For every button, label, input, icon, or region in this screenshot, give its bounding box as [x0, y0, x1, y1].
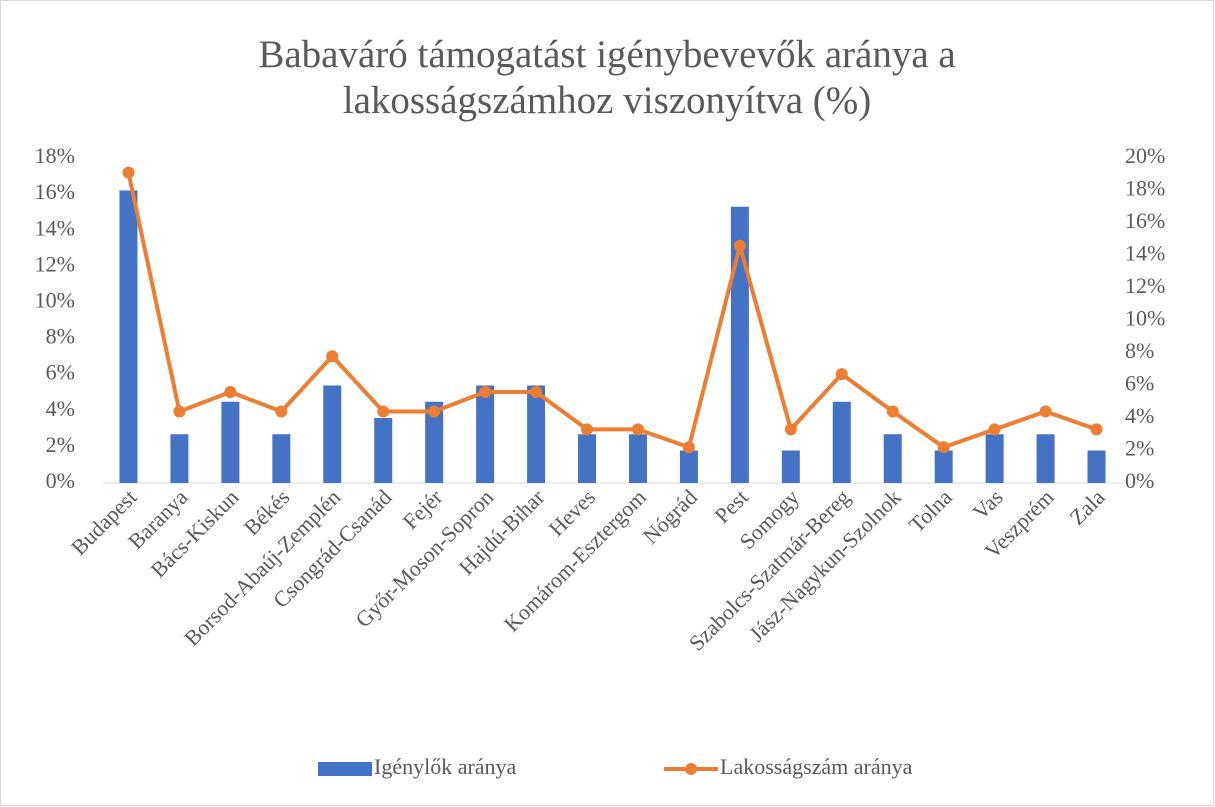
y-tick-label: 4% — [46, 396, 75, 421]
bar — [832, 401, 851, 483]
line-marker — [377, 405, 390, 418]
line-marker — [122, 166, 135, 179]
legend-label: Lakosságszám aránya — [720, 754, 913, 779]
y2-tick-label: 8% — [1125, 338, 1154, 363]
y-tick-label: 18% — [35, 143, 75, 168]
line-marker — [479, 386, 492, 398]
bar — [170, 434, 189, 483]
line-marker — [886, 405, 899, 418]
y2-tick-label: 10% — [1125, 306, 1165, 331]
y-tick-label: 8% — [46, 324, 75, 349]
y-tick-label: 12% — [35, 251, 75, 276]
legend-swatch — [318, 762, 372, 776]
line-marker — [173, 405, 186, 418]
line-marker — [275, 405, 288, 418]
chart-title: lakosságszámhoz viszonyítva (%) — [343, 79, 872, 122]
bar — [272, 434, 291, 483]
bar — [1087, 450, 1106, 483]
line-marker — [937, 441, 950, 454]
line — [126, 172, 1098, 450]
bar — [934, 450, 953, 483]
bar — [781, 450, 800, 483]
line-marker — [428, 405, 441, 418]
bar — [985, 434, 1004, 483]
y2-tick-label: 2% — [1125, 436, 1154, 461]
chart-title: Babaváró támogatást igénybevevők aránya … — [258, 33, 955, 76]
y2-tick-label: 6% — [1125, 371, 1154, 396]
legend-label: Igénylők aránya — [374, 754, 517, 779]
bar — [374, 418, 393, 483]
line-marker — [988, 423, 1001, 436]
line-marker — [326, 350, 339, 363]
line-marker — [581, 423, 594, 436]
line-marker — [1090, 423, 1103, 436]
bar — [578, 434, 597, 483]
y2-tick-label: 12% — [1125, 273, 1165, 298]
line-marker — [224, 386, 237, 398]
line-marker — [530, 386, 543, 398]
y2-tick-label: 16% — [1125, 208, 1165, 233]
y-tick-label: 14% — [35, 215, 75, 240]
bar — [119, 190, 138, 483]
bar — [1036, 434, 1055, 483]
legend-swatch — [685, 763, 697, 775]
y2-tick-label: 14% — [1125, 241, 1165, 266]
y-tick-label: 2% — [46, 432, 75, 457]
bar — [527, 385, 546, 483]
bar — [679, 450, 698, 483]
line-marker — [835, 368, 848, 381]
bar — [730, 206, 749, 483]
bar — [883, 434, 902, 483]
bar — [323, 385, 342, 483]
line-marker — [682, 441, 695, 454]
line-marker — [631, 423, 644, 436]
line-marker — [733, 239, 746, 252]
bar — [425, 401, 444, 483]
bar — [221, 401, 240, 483]
y2-tick-label: 4% — [1125, 403, 1154, 428]
y2-tick-label: 0% — [1125, 468, 1154, 493]
y-tick-label: 6% — [46, 360, 75, 385]
y2-tick-label: 18% — [1125, 176, 1165, 201]
y2-tick-label: 20% — [1125, 143, 1165, 168]
line-marker — [784, 423, 797, 436]
y-tick-label: 16% — [35, 179, 75, 204]
y-tick-label: 0% — [46, 468, 75, 493]
y-tick-label: 10% — [35, 287, 75, 312]
line-marker — [1039, 405, 1052, 418]
bar — [476, 385, 495, 483]
bar — [628, 434, 647, 483]
